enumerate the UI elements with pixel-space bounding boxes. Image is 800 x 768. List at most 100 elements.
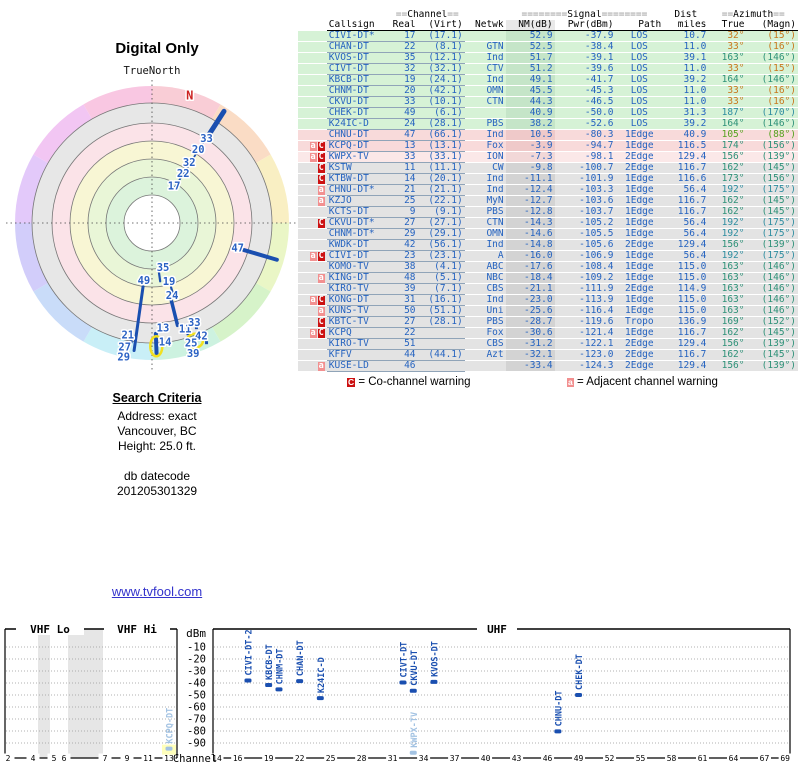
signal-marker[interactable] xyxy=(409,688,417,693)
real-cell[interactable]: 49 xyxy=(389,107,418,119)
callsign-cell[interactable]: KCTS-DT xyxy=(326,206,390,218)
virt-cell[interactable]: (10.1) xyxy=(417,96,465,108)
callsign-cell[interactable]: KBTC-TV xyxy=(326,316,390,328)
real-cell[interactable]: 33 xyxy=(389,96,418,108)
signal-marker[interactable] xyxy=(575,693,583,697)
callsign-cell[interactable]: KCPQ xyxy=(326,327,390,339)
signal-marker[interactable] xyxy=(275,687,283,692)
callsign-cell[interactable]: KSTW xyxy=(326,162,390,174)
callsign-cell[interactable]: CHNM-DT xyxy=(326,85,390,97)
virt-cell[interactable]: (28.1) xyxy=(417,316,465,328)
radar-channel-label[interactable]: 47 xyxy=(230,241,246,256)
virt-cell[interactable] xyxy=(417,338,465,350)
callsign-cell[interactable]: KUSE-LD xyxy=(326,360,390,372)
callsign-cell[interactable]: CKVU-DT* xyxy=(326,217,390,229)
real-cell[interactable]: 48 xyxy=(389,272,418,284)
callsign-cell[interactable]: CHNM-DT* xyxy=(326,228,390,240)
real-cell[interactable]: 39 xyxy=(389,283,418,295)
virt-cell[interactable]: (6.1) xyxy=(417,107,465,119)
virt-cell[interactable]: (7.1) xyxy=(417,283,465,295)
real-cell[interactable]: 44 xyxy=(389,349,418,361)
signal-marker[interactable] xyxy=(554,729,562,734)
callsign-cell[interactable]: KBCB-DT xyxy=(326,74,390,86)
real-cell[interactable]: 9 xyxy=(389,206,418,218)
radar-channel-label[interactable]: 32 xyxy=(181,156,197,171)
callsign-cell[interactable]: KWDK-DT xyxy=(326,239,390,251)
real-cell[interactable]: 22 xyxy=(389,327,418,339)
virt-cell[interactable]: (5.1) xyxy=(417,272,465,284)
callsign-cell[interactable]: CHNU-DT* xyxy=(326,184,390,196)
virt-cell[interactable]: (28.1) xyxy=(417,118,465,130)
callsign-cell[interactable]: CIVI-DT* xyxy=(326,30,390,42)
callsign-cell[interactable]: CIVI-DT xyxy=(326,250,390,262)
real-cell[interactable]: 19 xyxy=(389,74,418,86)
real-cell[interactable]: 33 xyxy=(389,151,418,163)
callsign-cell[interactable]: CHNU-DT xyxy=(326,129,390,141)
callsign-cell[interactable]: KCPQ-DT xyxy=(326,140,390,152)
virt-cell[interactable]: (17.1) xyxy=(417,30,465,42)
virt-cell[interactable] xyxy=(417,327,465,339)
virt-cell[interactable]: (22.1) xyxy=(417,195,465,207)
virt-cell[interactable]: (42.1) xyxy=(417,85,465,97)
callsign-cell[interactable]: KUNS-TV xyxy=(326,305,390,317)
virt-cell[interactable]: (16.1) xyxy=(417,294,465,306)
callsign-cell[interactable]: K24IC-D xyxy=(326,118,390,130)
real-cell[interactable]: 17 xyxy=(389,30,418,42)
virt-cell[interactable]: (51.1) xyxy=(417,305,465,317)
callsign-cell[interactable]: CHAN-DT xyxy=(326,41,390,53)
virt-cell[interactable]: (20.1) xyxy=(417,173,465,185)
real-cell[interactable]: 51 xyxy=(389,338,418,350)
virt-cell[interactable]: (27.1) xyxy=(417,217,465,229)
virt-cell[interactable]: (13.1) xyxy=(417,140,465,152)
radar-channel-label[interactable]: 22 xyxy=(175,167,191,182)
signal-marker[interactable] xyxy=(430,679,438,684)
real-cell[interactable]: 23 xyxy=(389,250,418,262)
signal-marker[interactable] xyxy=(165,746,173,751)
real-cell[interactable]: 25 xyxy=(389,195,418,207)
virt-cell[interactable]: (32.1) xyxy=(417,63,465,75)
real-cell[interactable]: 11 xyxy=(389,162,418,174)
callsign-cell[interactable]: KTBW-DT xyxy=(326,173,390,185)
real-cell[interactable]: 32 xyxy=(389,63,418,75)
virt-cell[interactable]: (4.1) xyxy=(417,261,465,273)
callsign-cell[interactable]: KOMO-TV xyxy=(326,261,390,273)
radar-channel-label[interactable]: 33 xyxy=(186,316,202,331)
real-cell[interactable]: 35 xyxy=(389,52,418,64)
signal-marker[interactable] xyxy=(265,683,273,688)
radar-channel-label[interactable]: 29 xyxy=(116,350,132,365)
virt-cell[interactable]: (21.1) xyxy=(417,184,465,196)
virt-cell[interactable]: (29.1) xyxy=(417,228,465,240)
real-cell[interactable]: 24 xyxy=(389,118,418,130)
virt-cell[interactable]: (66.1) xyxy=(417,129,465,141)
radar-channel-label[interactable]: 25 xyxy=(183,336,199,351)
real-cell[interactable]: 50 xyxy=(389,305,418,317)
real-cell[interactable]: 27 xyxy=(389,217,418,229)
real-cell[interactable]: 22 xyxy=(389,41,418,53)
virt-cell[interactable]: (44.1) xyxy=(417,349,465,361)
callsign-cell[interactable]: CKVU-DT xyxy=(326,96,390,108)
real-cell[interactable]: 46 xyxy=(389,360,418,372)
radar-channel-label[interactable]: 21 xyxy=(120,328,136,343)
callsign-cell[interactable]: KZJO xyxy=(326,195,390,207)
real-cell[interactable]: 14 xyxy=(389,173,418,185)
radar-channel-label[interactable]: 14 xyxy=(157,335,173,350)
tvfool-link[interactable]: www.tvfool.com xyxy=(111,584,203,599)
virt-cell[interactable]: (24.1) xyxy=(417,74,465,86)
radar-channel-label[interactable]: 19 xyxy=(161,274,177,289)
radar-channel-label[interactable]: 11 xyxy=(177,322,193,337)
radar-channel-label[interactable]: 39 xyxy=(185,347,201,362)
callsign-cell[interactable]: KONG-DT xyxy=(326,294,390,306)
signal-marker[interactable] xyxy=(244,678,252,683)
callsign-cell[interactable]: KIRO-TV xyxy=(326,283,390,295)
radar-channel-label[interactable]: 24 xyxy=(164,288,180,303)
virt-cell[interactable]: (33.1) xyxy=(417,151,465,163)
virt-cell[interactable]: (56.1) xyxy=(417,239,465,251)
real-cell[interactable]: 20 xyxy=(389,85,418,97)
radar-channel-label[interactable]: 33 xyxy=(199,131,215,146)
callsign-cell[interactable]: KING-DT xyxy=(326,272,390,284)
virt-cell[interactable]: (9.1) xyxy=(417,206,465,218)
callsign-cell[interactable]: KWPX-TV xyxy=(326,151,390,163)
signal-marker[interactable] xyxy=(316,696,324,701)
virt-cell[interactable]: (23.1) xyxy=(417,250,465,262)
real-cell[interactable]: 38 xyxy=(389,261,418,273)
